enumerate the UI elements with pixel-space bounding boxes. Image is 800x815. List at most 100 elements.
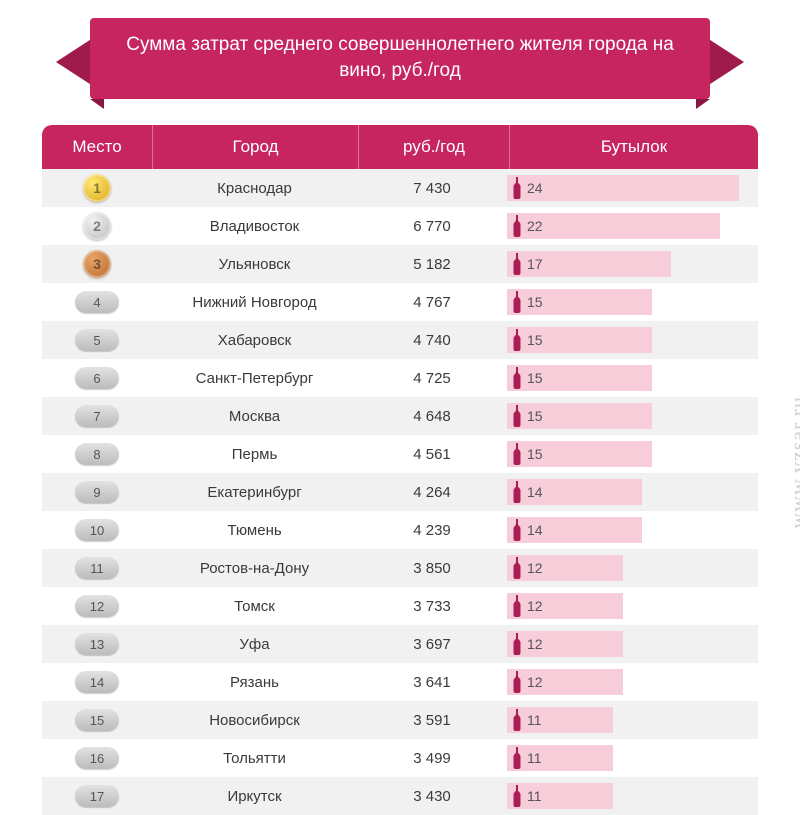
- table-row: 14Рязань3 64112: [42, 663, 758, 701]
- cell-rank: 5: [42, 329, 152, 351]
- cell-city: Пермь: [152, 446, 357, 463]
- cell-city: Краснодар: [152, 180, 357, 197]
- wine-bottle-icon: [511, 746, 523, 770]
- table-row: 4Нижний Новгород4 76715: [42, 283, 758, 321]
- table-row: 16Тольятти3 49911: [42, 739, 758, 777]
- cell-rank: 14: [42, 671, 152, 693]
- cell-rank: 9: [42, 481, 152, 503]
- rank-pill: 14: [75, 671, 119, 693]
- wine-bottle-icon: [511, 366, 523, 390]
- bottle-count: 12: [527, 560, 543, 576]
- bottle-count: 15: [527, 408, 543, 424]
- bottle-count: 15: [527, 370, 543, 386]
- cell-rub: 3 430: [357, 788, 507, 805]
- cell-bottles: 12: [507, 631, 758, 657]
- cell-rub: 3 641: [357, 674, 507, 691]
- bottle-count: 12: [527, 636, 543, 652]
- cell-city: Иркутск: [152, 788, 357, 805]
- cell-rub: 6 770: [357, 218, 507, 235]
- bottle-bar: 15: [507, 441, 652, 467]
- wine-bottle-icon: [511, 784, 523, 808]
- cell-rank: 16: [42, 747, 152, 769]
- cell-bottles: 15: [507, 289, 758, 315]
- wine-bottle-icon: [511, 176, 523, 200]
- wine-bottle-icon: [511, 670, 523, 694]
- wine-bottle-icon: [511, 480, 523, 504]
- wine-bottle-icon: [511, 252, 523, 276]
- rank-pill: 10: [75, 519, 119, 541]
- cell-rank: 13: [42, 633, 152, 655]
- cell-rank: 17: [42, 785, 152, 807]
- cell-bottles: 15: [507, 327, 758, 353]
- bottle-count: 11: [527, 712, 542, 728]
- bottle-bar: 14: [507, 479, 642, 505]
- table-row: 11Ростов-на-Дону3 85012: [42, 549, 758, 587]
- table-row: 5Хабаровск4 740 15: [42, 321, 758, 359]
- wine-bottle-icon: [511, 328, 523, 352]
- cell-rub: 4 740: [357, 332, 507, 349]
- cell-rub: 4 648: [357, 408, 507, 425]
- cell-rub: 4 725: [357, 370, 507, 387]
- cell-bottles: 15: [507, 441, 758, 467]
- bottle-bar: 11: [507, 783, 613, 809]
- cell-rank: 11: [42, 557, 152, 579]
- cell-bottles: 22: [507, 213, 758, 239]
- bottle-bar: 22: [507, 213, 720, 239]
- bottle-bar: 15: [507, 327, 652, 353]
- watermark: www.vzsar.ru: [785, 396, 800, 529]
- cell-bottles: 11: [507, 745, 758, 771]
- bottle-count: 11: [527, 750, 542, 766]
- cell-city: Владивосток: [152, 218, 357, 235]
- cell-rub: 7 430: [357, 180, 507, 197]
- bottle-bar: 24: [507, 175, 739, 201]
- cell-rub: 4 239: [357, 522, 507, 539]
- rank-pill: 12: [75, 595, 119, 617]
- table-row: 9Екатеринбург4 264 14: [42, 473, 758, 511]
- medal-silver-icon: 2: [83, 212, 111, 240]
- cell-city: Екатеринбург: [152, 484, 357, 501]
- table-row: 17Иркутск3 43011: [42, 777, 758, 815]
- rank-pill: 13: [75, 633, 119, 655]
- table-header: Место Город руб./год Бутылок: [42, 125, 758, 169]
- cell-city: Новосибирск: [152, 712, 357, 729]
- cell-city: Хабаровск: [152, 332, 357, 349]
- cell-city: Тюмень: [152, 522, 357, 539]
- cell-rub: 4 264: [357, 484, 507, 501]
- medal-bronze-icon: 3: [83, 250, 111, 278]
- bottle-count: 15: [527, 332, 543, 348]
- table-row: 6 Санкт-Петербург4 725 15: [42, 359, 758, 397]
- wine-bottle-icon: [511, 404, 523, 428]
- cell-rank: 6: [42, 367, 152, 389]
- cell-city: Санкт-Петербург: [152, 370, 357, 387]
- cell-bottles: 11: [507, 783, 758, 809]
- rank-pill: 4: [75, 291, 119, 313]
- bottle-count: 14: [527, 484, 543, 500]
- cell-rub: 3 733: [357, 598, 507, 615]
- rank-pill: 7: [75, 405, 119, 427]
- cell-rub: 4 561: [357, 446, 507, 463]
- ribbon-fold-left: [90, 99, 104, 109]
- rank-pill: 16: [75, 747, 119, 769]
- table-row: 10 Тюмень4 23914: [42, 511, 758, 549]
- bottle-bar: 15: [507, 403, 652, 429]
- cell-rank: 1: [42, 174, 152, 202]
- header-rank: Место: [42, 125, 153, 169]
- rank-pill: 6: [75, 367, 119, 389]
- bottle-bar: 14: [507, 517, 642, 543]
- cell-bottles: 15: [507, 403, 758, 429]
- cell-city: Томск: [152, 598, 357, 615]
- bottle-bar: 12: [507, 631, 623, 657]
- wine-bottle-icon: [511, 518, 523, 542]
- cell-bottles: 17: [507, 251, 758, 277]
- table-row: 7Москва4 64815: [42, 397, 758, 435]
- bottle-bar: 12: [507, 555, 623, 581]
- table-row: 3Ульяновск5 18217: [42, 245, 758, 283]
- bottle-count: 12: [527, 598, 543, 614]
- table-row: 12 Томск3 733 12: [42, 587, 758, 625]
- header-rub: руб./год: [359, 125, 510, 169]
- cell-bottles: 12: [507, 555, 758, 581]
- cell-rub: 3 697: [357, 636, 507, 653]
- title-text: Сумма затрат среднего совершеннолетнего …: [90, 18, 710, 99]
- cell-rank: 2: [42, 212, 152, 240]
- wine-bottle-icon: [511, 632, 523, 656]
